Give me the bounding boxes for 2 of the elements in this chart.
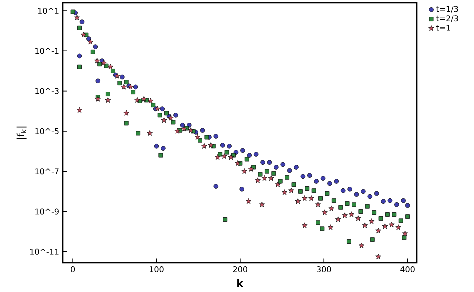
x-axis-title: k xyxy=(238,279,244,287)
y-axis-title: |f$_{k}$| xyxy=(16,126,27,140)
